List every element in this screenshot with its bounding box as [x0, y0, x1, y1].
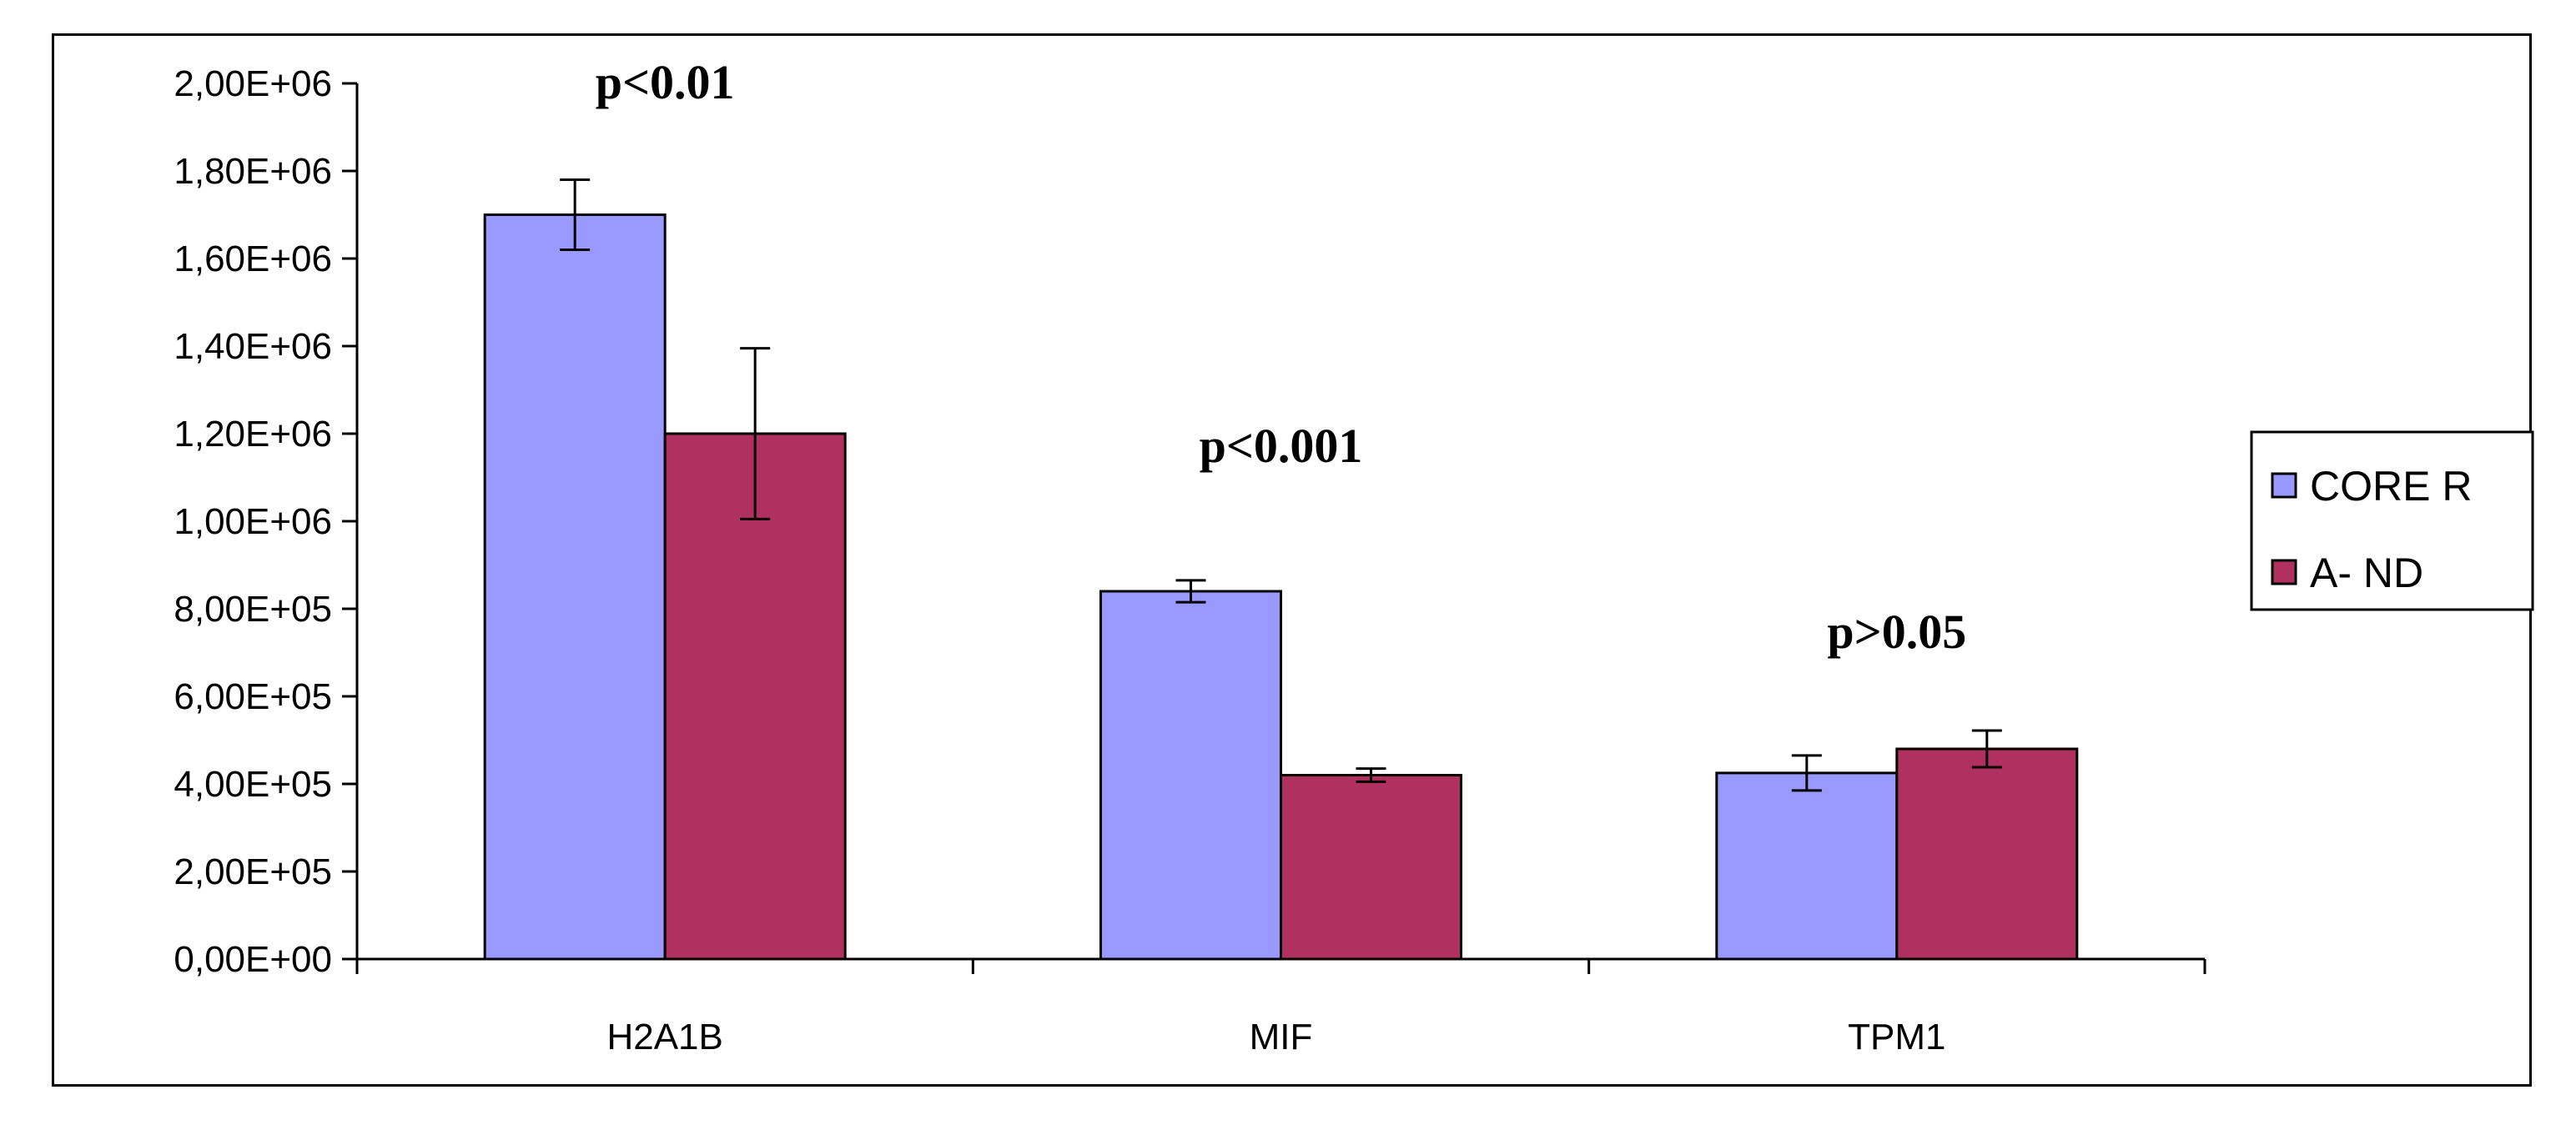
y-tick-label: 1,40E+06 [174, 326, 332, 367]
bar-a-nd-mif [1280, 774, 1462, 961]
legend-label-core-r: CORE R [2310, 463, 2472, 510]
bar-core-r-tpm1 [1715, 771, 1899, 961]
y-tick-label: 8,00E+05 [174, 589, 332, 630]
p-value-mif: p<0.001 [1200, 419, 1363, 473]
bars [483, 213, 2079, 961]
p-value-h2a1b: p<0.01 [596, 55, 735, 109]
category-label-h2a1b: H2A1B [606, 1017, 722, 1057]
legend-label-a-nd: A- ND [2310, 550, 2423, 596]
error-bars [560, 178, 2002, 792]
y-axis: 0,00E+00 2,00E+05 4,00E+05 6,00E+05 8,00E+05… [174, 63, 359, 980]
bar-core-r-mif [1099, 590, 1282, 961]
bar-a-nd-tpm1 [1895, 747, 2079, 961]
legend-swatch-core-r [2271, 472, 2297, 499]
p-value-tpm1: p>0.05 [1827, 605, 1966, 659]
p-value-annotations: p<0.01 p<0.001 p>0.05 [596, 55, 1966, 659]
legend-swatch-a-nd [2271, 559, 2297, 585]
bar-core-r-h2a1b [483, 213, 667, 961]
category-label-mif: MIF [1250, 1017, 1313, 1057]
legend: CORE R A- ND [2250, 430, 2534, 611]
y-tick-label: 1,00E+06 [174, 501, 332, 542]
y-tick-label: 4,00E+05 [174, 764, 332, 805]
y-tick-label: 0,00E+00 [174, 939, 332, 980]
y-tick-label: 2,00E+05 [174, 851, 332, 892]
y-tick-label: 1,80E+06 [174, 151, 332, 192]
bar-chart: 0,00E+00 2,00E+05 4,00E+05 6,00E+05 8,00E+05… [174, 55, 2534, 1057]
legend-box [2250, 430, 2534, 611]
x-axis: H2A1B MIF TPM1 [355, 957, 2206, 1057]
y-tick-label: 1,20E+06 [174, 414, 332, 455]
bar-a-nd-h2a1b [663, 432, 847, 961]
category-label-tpm1: TPM1 [1848, 1017, 1945, 1057]
chart-frame: 0,00E+00 2,00E+05 4,00E+05 6,00E+05 8,00E+05… [52, 33, 2534, 1087]
y-tick-label: 2,00E+06 [174, 63, 332, 104]
y-tick-label: 6,00E+05 [174, 676, 332, 717]
y-tick-label: 1,60E+06 [174, 239, 332, 279]
